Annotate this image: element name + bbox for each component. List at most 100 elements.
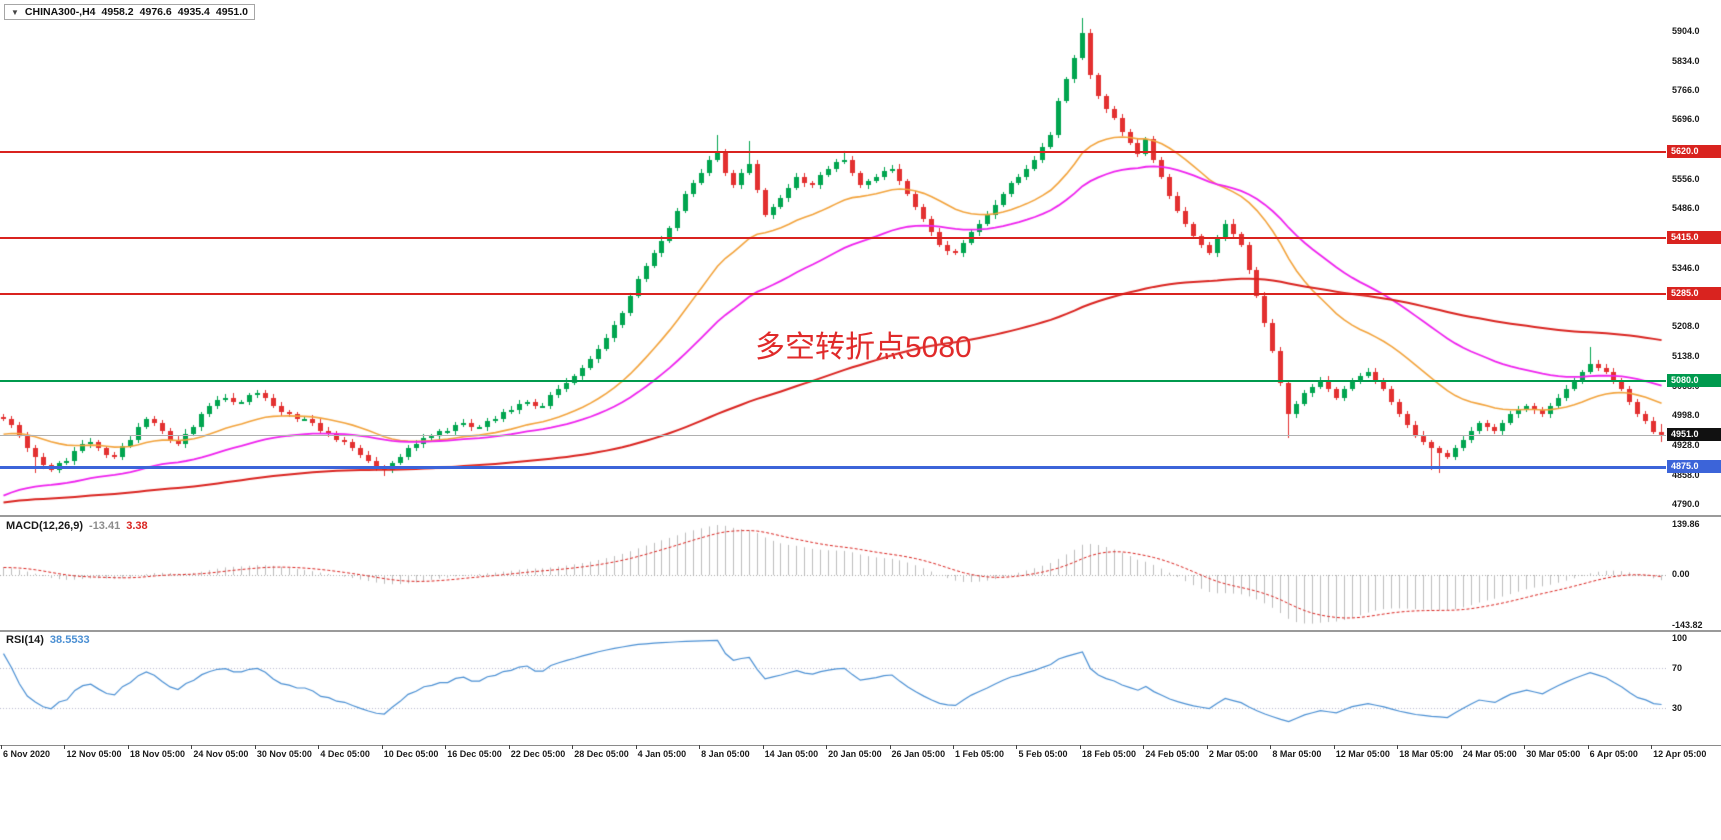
- low-value: 4935.4: [177, 6, 210, 18]
- time-axis-tick: [318, 745, 319, 749]
- time-axis-tick: [191, 745, 192, 749]
- rsi-value: 38.5533: [49, 634, 90, 646]
- horizontal-level-line-5285.0[interactable]: [0, 293, 1666, 295]
- price-tick-label: 5766.0: [1672, 84, 1700, 95]
- time-axis-tick: [509, 745, 510, 749]
- time-axis-label: 30 Nov 05:00: [256, 749, 312, 759]
- time-axis-label: 8 Mar 05:00: [1272, 749, 1322, 759]
- horizontal-level-line-4875.0[interactable]: [0, 466, 1666, 469]
- time-axis-label: 10 Dec 05:00: [383, 749, 439, 759]
- rsi-axis-label: 100: [1672, 633, 1688, 643]
- symbol-ohlc-box: ▼ CHINA300-,H4 4958.2 4976.6 4935.4 4951…: [4, 4, 256, 20]
- time-axis-tick: [953, 745, 954, 749]
- panel-splitter[interactable]: [0, 630, 1721, 632]
- level-price-label-5080.0: 5080.0: [1667, 373, 1721, 387]
- time-axis-label: 24 Feb 05:00: [1145, 749, 1200, 759]
- rsi-canvas[interactable]: [0, 632, 1666, 745]
- price-tick-label: 4790.0: [1672, 498, 1700, 509]
- current-price-label: 4951.0: [1667, 428, 1721, 442]
- time-axis-label: 18 Feb 05:00: [1081, 749, 1136, 759]
- price-tick-label: 5834.0: [1672, 55, 1700, 66]
- time-axis-label: 2 Mar 05:00: [1208, 749, 1258, 759]
- time-axis-tick: [1461, 745, 1462, 749]
- text-annotation[interactable]: 多空转折点5080: [755, 331, 972, 364]
- time-axis-label: 12 Nov 05:00: [66, 749, 122, 759]
- time-axis-label: 6 Nov 2020: [3, 749, 51, 759]
- time-axis-tick: [382, 745, 383, 749]
- time-axis-label: 26 Jan 05:00: [891, 749, 946, 759]
- price-tick-label: 5208.0: [1672, 321, 1700, 332]
- time-axis-label: 1 Feb 05:00: [955, 749, 1005, 759]
- price-tick-label: 4858.0: [1672, 469, 1700, 480]
- price-tick-label: 4928.0: [1672, 440, 1700, 450]
- time-axis-tick: [1588, 745, 1589, 749]
- time-axis-label: 24 Mar 05:00: [1462, 749, 1517, 759]
- macd-axis-label: -143.82: [1672, 620, 1703, 630]
- time-axis-label: 12 Mar 05:00: [1335, 749, 1390, 759]
- panel-splitter[interactable]: [0, 515, 1721, 517]
- close-value: 4951.0: [215, 6, 249, 18]
- level-price-label-4875.0: 4875.0: [1667, 460, 1721, 474]
- price-axis[interactable]: 5904.0 5834.0 5766.0 5696.0 5556.0 5486.0 5346…: [1666, 0, 1721, 745]
- level-price-label-5415.0: 5415.0: [1667, 231, 1721, 245]
- symbol-label: CHINA300-,H4: [24, 6, 96, 18]
- time-axis-label: 18 Mar 05:00: [1399, 749, 1454, 759]
- time-axis-label: 12 Apr 05:00: [1653, 749, 1707, 759]
- time-axis-tick: [826, 745, 827, 749]
- time-axis-label: 16 Dec 05:00: [447, 749, 502, 759]
- rsi-name: RSI(14): [6, 634, 44, 646]
- time-axis-tick: [1397, 745, 1398, 749]
- time-axis-label: 30 Mar 05:00: [1526, 749, 1581, 759]
- price-tick-label: 5346.0: [1672, 262, 1700, 273]
- price-tick-label: 5904.0: [1672, 26, 1700, 37]
- time-axis-label: 6 Apr 05:00: [1589, 749, 1638, 759]
- macd-axis-label: 0.00: [1672, 569, 1690, 579]
- macd-value: -13.41: [89, 520, 121, 532]
- time-axis-tick: [699, 745, 700, 749]
- time-axis-label: 4 Jan 05:00: [637, 749, 687, 759]
- time-axis-border: [0, 745, 1721, 746]
- time-axis-label: 22 Dec 05:00: [510, 749, 566, 759]
- current-price-line: [0, 435, 1666, 436]
- macd-canvas[interactable]: [0, 517, 1666, 630]
- price-tick-label: 5486.0: [1672, 203, 1700, 214]
- time-axis-label: 20 Jan 05:00: [828, 749, 882, 759]
- time-axis-tick: [1080, 745, 1081, 749]
- rsi-axis-label: 70: [1672, 663, 1683, 673]
- horizontal-level-line-5620.0[interactable]: [0, 151, 1666, 153]
- time-axis-tick: [1143, 745, 1144, 749]
- time-axis-tick: [128, 745, 129, 749]
- time-axis-tick: [1207, 745, 1208, 749]
- time-axis-label: 14 Jan 05:00: [764, 749, 819, 759]
- rsi-axis-label: 30: [1672, 703, 1683, 713]
- time-axis-label: 8 Jan 05:00: [701, 749, 750, 759]
- time-axis-tick: [445, 745, 446, 749]
- time-axis-tick: [1651, 745, 1652, 749]
- time-axis-tick: [1524, 745, 1525, 749]
- time-axis-tick: [636, 745, 637, 749]
- candlestick-canvas[interactable]: [0, 0, 1666, 515]
- level-price-label-5620.0: 5620.0: [1667, 144, 1721, 158]
- time-axis-tick: [1270, 745, 1271, 749]
- time-axis-label: 24 Nov 05:00: [193, 749, 249, 759]
- macd-signal-value: 3.38: [126, 520, 148, 532]
- time-axis[interactable]: 6 Nov 2020 12 Nov 05:00 18 Nov 05:00 24 Nov…: [0, 746, 1721, 763]
- time-axis-tick: [64, 745, 65, 749]
- price-tick-label: 4998.0: [1672, 410, 1700, 421]
- one-click-trading-arrow-icon[interactable]: ▼: [11, 7, 19, 17]
- time-axis-tick: [763, 745, 764, 749]
- macd-axis-label: 139.86: [1672, 519, 1700, 529]
- time-axis-tick: [255, 745, 256, 749]
- time-axis-tick: [1016, 745, 1017, 749]
- macd-name: MACD(12,26,9): [6, 520, 84, 532]
- rsi-title: RSI(14) 38.5533: [6, 634, 90, 646]
- horizontal-level-line-5080.0[interactable]: [0, 380, 1666, 382]
- price-tick-label: 5696.0: [1672, 114, 1700, 125]
- time-axis-tick: [1334, 745, 1335, 749]
- time-axis-tick: [572, 745, 573, 749]
- horizontal-level-line-5415.0[interactable]: [0, 237, 1666, 239]
- time-axis-label: 28 Dec 05:00: [574, 749, 629, 759]
- open-value: 4958.2: [101, 6, 134, 18]
- time-axis-tick: [890, 745, 891, 749]
